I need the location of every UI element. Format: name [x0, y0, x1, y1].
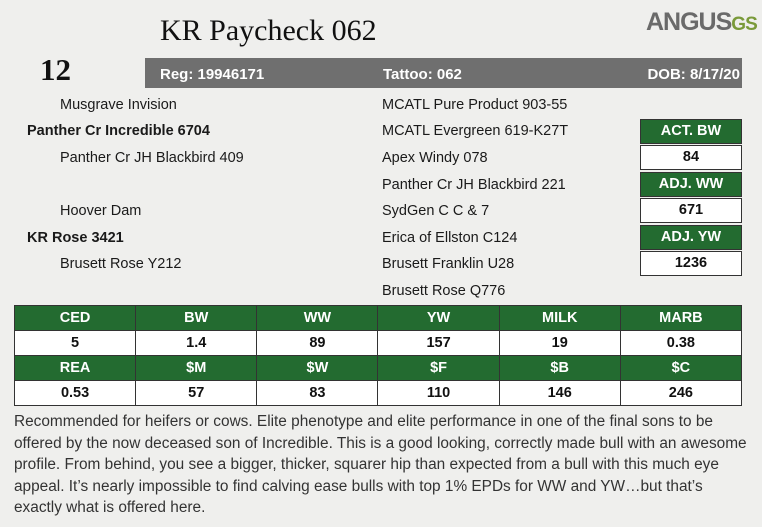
epd-header: YW: [377, 305, 500, 331]
lot-number: 12: [40, 52, 71, 87]
registration: Reg: 19946171: [160, 66, 265, 83]
epd-table: CED BW WW YW MILK MARB 5 1.4 89 157 19 0.38 REA $M $W $…: [13, 305, 743, 406]
epd-header: WW: [256, 305, 379, 331]
pedigree-entry: MCATL Evergreen 619-K27T: [382, 123, 569, 139]
epd-header: $B: [498, 355, 621, 381]
epd-value: 157: [377, 330, 500, 356]
logo-suffix: GS: [731, 14, 757, 35]
pedigree-entry: Brusett Rose Q776: [382, 283, 506, 299]
epd-value-row: 5 1.4 89 157 19 0.38: [13, 330, 743, 356]
epd-value: 110: [377, 380, 500, 406]
info-bar: [145, 58, 742, 88]
weight-header: ADJ. WW: [640, 172, 742, 197]
epd-header: CED: [13, 305, 137, 331]
epd-value: 146: [498, 380, 621, 406]
epd-header: REA: [13, 355, 137, 381]
pedigree-entry: Panther Cr JH Blackbird 221: [382, 177, 566, 193]
logo-text: ANGUS: [646, 8, 732, 36]
dam: KR Rose 3421: [27, 230, 124, 246]
pedigree-entry: MCATL Pure Product 903-55: [382, 97, 568, 113]
epd-header-row: CED BW WW YW MILK MARB: [13, 305, 743, 331]
epd-header: $M: [135, 355, 258, 381]
epd-header: $C: [619, 355, 743, 381]
epd-value: 246: [619, 380, 743, 406]
pedigree-entry: Panther Cr JH Blackbird 409: [60, 150, 244, 166]
epd-header: MARB: [619, 305, 743, 331]
epd-value-row: 0.53 57 83 110 146 246: [13, 380, 743, 406]
logo: ANGUSGS: [646, 8, 758, 37]
epd-header-row: REA $M $W $F $B $C: [13, 355, 743, 381]
epd-body: CED BW WW YW MILK MARB 5 1.4 89 157 19 0.38 REA $M $W $…: [13, 305, 743, 406]
pedigree-entry: Brusett Rose Y212: [60, 256, 182, 272]
weight-header: ACT. BW: [640, 119, 742, 144]
epd-value: 5: [13, 330, 137, 356]
pedigree-entry: Erica of Ellston C124: [382, 230, 518, 246]
description: Recommended for heifers or cows. Elite p…: [14, 413, 747, 517]
epd-value: 19: [498, 330, 621, 356]
epd-header: $F: [377, 355, 500, 381]
epd-value: 83: [256, 380, 379, 406]
epd-header: BW: [135, 305, 258, 331]
pedigree-entry: Musgrave Invision: [60, 97, 177, 113]
epd-value: 57: [135, 380, 258, 406]
sire: Panther Cr Incredible 6704: [27, 123, 210, 139]
dob: DOB: 8/17/20: [647, 66, 740, 83]
epd-value: 1.4: [135, 330, 258, 356]
epd-value: 0.53: [13, 380, 137, 406]
pedigree-entry: Brusett Franklin U28: [382, 256, 515, 272]
animal-name: KR Paycheck 062: [160, 14, 377, 47]
epd-value: 89: [256, 330, 379, 356]
epd-value: 0.38: [619, 330, 743, 356]
epd-header: MILK: [498, 305, 621, 331]
pedigree-entry: Hoover Dam: [60, 203, 142, 219]
pedigree-entry: SydGen C C & 7: [382, 203, 490, 219]
weight-value: 671: [640, 198, 742, 223]
tattoo: Tattoo: 062: [383, 66, 462, 83]
weight-value: 1236: [640, 251, 742, 276]
weight-header: ADJ. YW: [640, 225, 742, 250]
weight-value: 84: [640, 145, 742, 170]
pedigree-entry: Apex Windy 078: [382, 150, 488, 166]
epd-header: $W: [256, 355, 379, 381]
